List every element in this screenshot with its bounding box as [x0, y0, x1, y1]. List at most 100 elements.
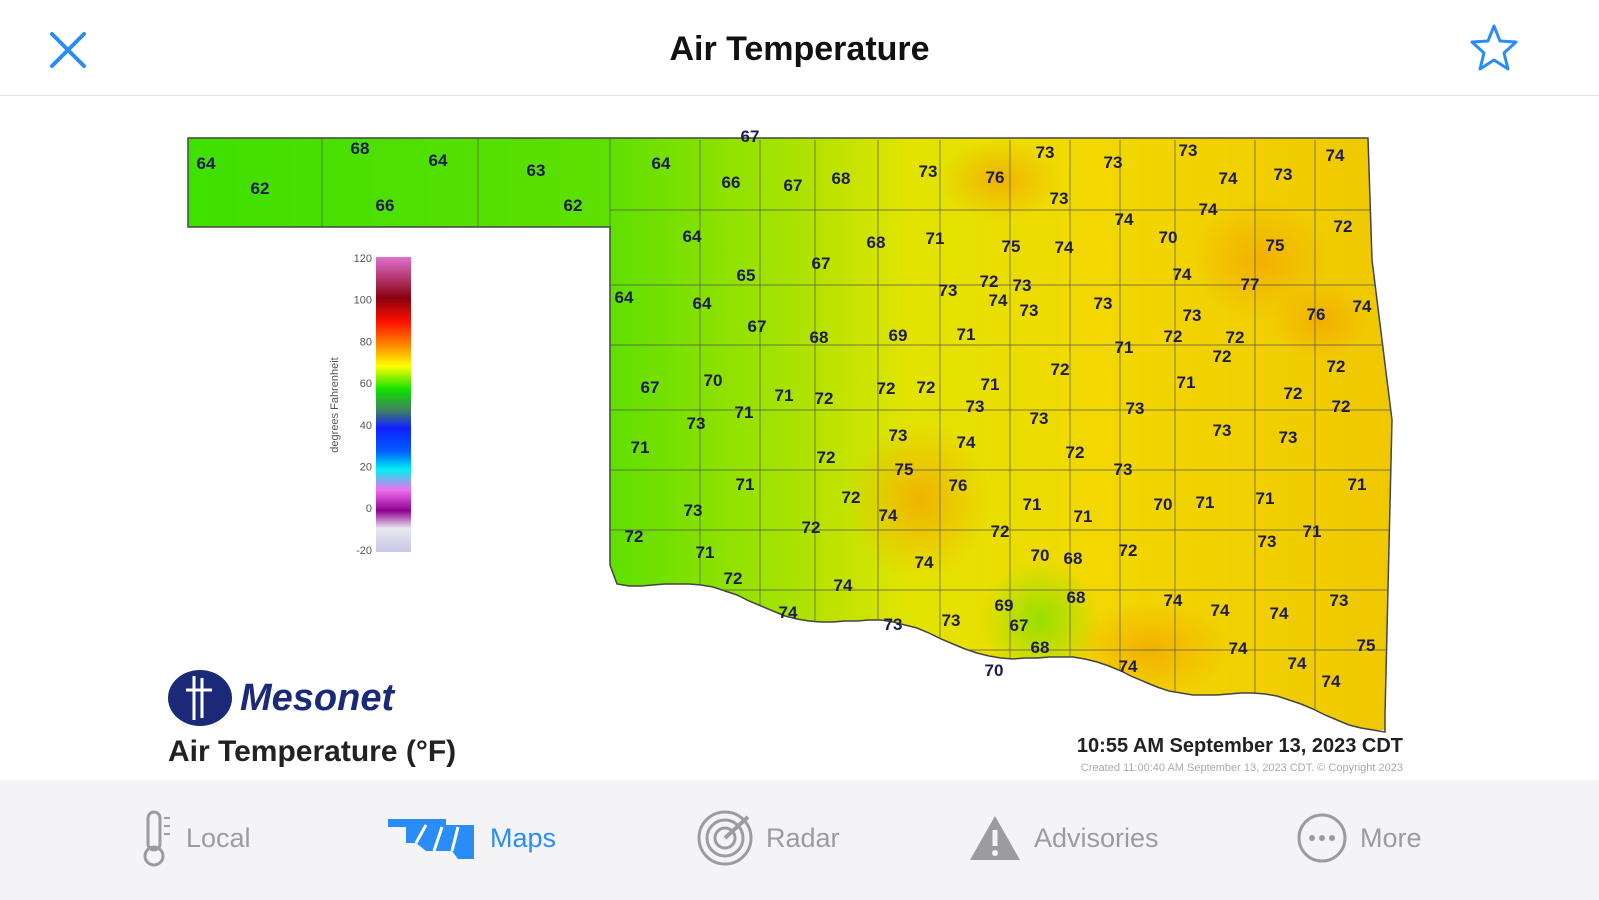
station-temperature: 66: [376, 196, 395, 215]
station-temperature: 73: [919, 162, 938, 181]
station-temperature: 73: [1036, 143, 1055, 162]
station-temperature: 69: [995, 596, 1014, 615]
station-temperature: 73: [884, 615, 903, 634]
station-temperature: 74: [1119, 657, 1138, 676]
station-temperature: 75: [1266, 236, 1285, 255]
tab-radar[interactable]: Radar: [696, 808, 840, 868]
legend-tick: 20: [360, 462, 372, 474]
station-temperature: 67: [748, 317, 767, 336]
station-temperature: 62: [251, 179, 270, 198]
legend-tick: -20: [356, 545, 372, 557]
station-temperature: 70: [1031, 546, 1050, 565]
station-temperature: 72: [817, 448, 836, 467]
station-temperature: 69: [889, 326, 908, 345]
station-temperature: 73: [1104, 153, 1123, 172]
legend-label: degrees Fahrenheit: [329, 357, 341, 452]
station-temperature: 68: [351, 139, 370, 158]
tab-more[interactable]: More: [1296, 808, 1422, 868]
station-temperature: 75: [1357, 636, 1376, 655]
map-icon: [388, 819, 474, 859]
station-temperature: 72: [1332, 397, 1351, 416]
station-temperature: 74: [1173, 265, 1192, 284]
tab-more-label: More: [1360, 822, 1422, 853]
station-temperature: 72: [917, 378, 936, 397]
station-temperature: 72: [1226, 328, 1245, 347]
tab-advisories[interactable]: Advisories: [968, 808, 1159, 868]
station-temperature: 73: [1213, 421, 1232, 440]
station-temperature: 65: [737, 266, 756, 285]
legend-tick: 40: [360, 420, 372, 432]
thermometer-icon: [143, 810, 170, 867]
station-temperature: 68: [1031, 638, 1050, 657]
station-temperature: 71: [1196, 493, 1215, 512]
station-temperature: 73: [1183, 306, 1202, 325]
map-timestamp: 10:55 AM September 13, 2023 CDT: [1076, 735, 1403, 757]
station-temperature: 72: [980, 272, 999, 291]
legend-tick: 0: [366, 503, 372, 515]
station-temperature: 73: [1020, 301, 1039, 320]
tab-local-label: Local: [186, 822, 251, 853]
station-temperature: 67: [741, 127, 760, 146]
mesonet-logo-text: Mesonet: [240, 676, 395, 719]
station-temperature: 75: [1002, 237, 1021, 256]
station-temperature: 74: [1229, 639, 1248, 658]
station-temperature: 76: [949, 476, 968, 495]
station-temperature: 68: [1064, 549, 1083, 568]
page-title: Air Temperature: [669, 30, 930, 68]
tab-bar: Local Maps Radar Advisories More: [0, 780, 1599, 900]
station-temperature: 73: [1179, 141, 1198, 160]
station-temperature: 73: [1330, 591, 1349, 610]
station-temperature: 71: [926, 229, 945, 248]
station-temperature: 73: [1094, 294, 1113, 313]
color-legend: degrees Fahrenheit 120 100 80 60 40 20 0 -20: [329, 253, 411, 557]
station-temperature: 73: [889, 426, 908, 445]
station-temperature: 67: [641, 378, 660, 397]
station-temperature: 73: [1030, 409, 1049, 428]
station-temperature: 68: [832, 169, 851, 188]
close-icon[interactable]: [48, 30, 88, 70]
station-temperature: 74: [1322, 672, 1341, 691]
station-temperature: 72: [877, 379, 896, 398]
station-temperature: 73: [939, 281, 958, 300]
map-title: Air Temperature (°F): [168, 735, 457, 768]
station-temperature: 74: [1115, 210, 1134, 229]
station-temperature: 70: [1154, 495, 1173, 514]
station-temperature: 72: [625, 527, 644, 546]
tab-maps[interactable]: Maps: [386, 808, 556, 868]
station-temperature: 74: [1270, 604, 1289, 623]
station-temperature: 64: [652, 154, 671, 173]
station-temperature: 71: [1348, 475, 1367, 494]
tab-local[interactable]: Local: [140, 808, 251, 868]
station-temperature: 74: [1288, 654, 1307, 673]
station-temperature: 68: [867, 233, 886, 252]
station-temperature: 73: [1013, 276, 1032, 295]
station-temperature: 71: [696, 543, 715, 562]
station-temperature: 74: [1219, 169, 1238, 188]
station-temperature: 70: [704, 371, 723, 390]
station-temperature: 74: [834, 576, 853, 595]
station-temperature: 64: [429, 151, 448, 170]
station-temperature: 64: [693, 294, 712, 313]
station-temperature: 73: [1114, 460, 1133, 479]
station-temperature: 70: [1159, 228, 1178, 247]
station-temperature: 71: [735, 403, 754, 422]
legend-tick: 100: [354, 295, 372, 307]
station-temperature: 72: [815, 389, 834, 408]
station-temperature: 71: [1115, 338, 1134, 357]
station-temperature: 72: [1119, 541, 1138, 560]
map-copyright: Created 11:00:40 AM September 13, 2023 C…: [1080, 762, 1403, 774]
station-temperature: 74: [957, 433, 976, 452]
radar-icon: [697, 810, 753, 866]
star-icon[interactable]: [1468, 22, 1520, 74]
station-temperature: 66: [722, 173, 741, 192]
station-temperature: 71: [631, 438, 650, 457]
station-temperature: 67: [1010, 616, 1029, 635]
station-temperature: 71: [775, 386, 794, 405]
station-temperature: 73: [1279, 428, 1298, 447]
station-temperature: 68: [1067, 588, 1086, 607]
station-temperature: 72: [1334, 217, 1353, 236]
station-temperature: 72: [1284, 384, 1303, 403]
station-temperature: 67: [784, 176, 803, 195]
station-temperature: 76: [1307, 305, 1326, 324]
